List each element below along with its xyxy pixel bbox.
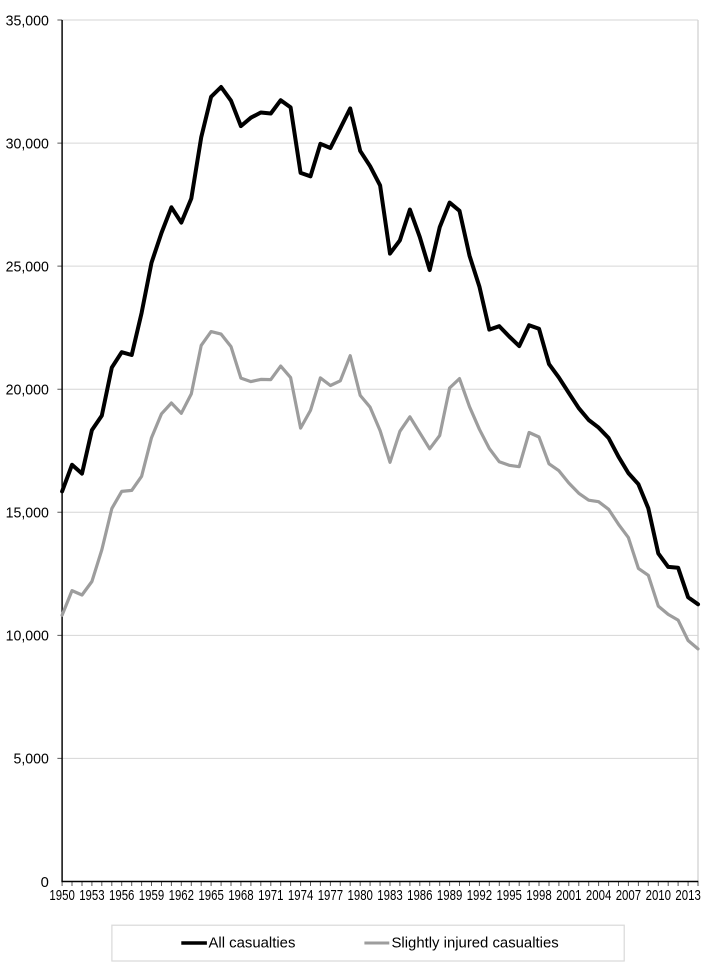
svg-text:Slightly injured casualties: Slightly injured casualties <box>392 935 559 951</box>
svg-text:1986: 1986 <box>407 888 432 904</box>
svg-text:1971: 1971 <box>258 888 283 904</box>
svg-text:5,000: 5,000 <box>14 752 49 768</box>
svg-text:35,000: 35,000 <box>6 13 49 29</box>
svg-text:1953: 1953 <box>79 888 104 904</box>
svg-text:20,000: 20,000 <box>6 383 49 399</box>
svg-text:1989: 1989 <box>437 888 462 904</box>
svg-text:15,000: 15,000 <box>6 506 49 522</box>
svg-text:2007: 2007 <box>616 888 641 904</box>
svg-text:2001: 2001 <box>556 888 581 904</box>
svg-text:2013: 2013 <box>675 888 700 904</box>
svg-text:1995: 1995 <box>497 888 522 904</box>
svg-text:1965: 1965 <box>198 888 223 904</box>
svg-text:30,000: 30,000 <box>6 136 49 152</box>
svg-text:1956: 1956 <box>109 888 134 904</box>
svg-text:0: 0 <box>41 875 49 891</box>
svg-text:2004: 2004 <box>586 888 611 904</box>
svg-text:1959: 1959 <box>139 888 164 904</box>
svg-text:10,000: 10,000 <box>6 629 49 645</box>
svg-text:1992: 1992 <box>467 888 492 904</box>
svg-text:1998: 1998 <box>526 888 551 904</box>
svg-text:1968: 1968 <box>228 888 253 904</box>
svg-text:1974: 1974 <box>288 888 313 904</box>
svg-text:2010: 2010 <box>646 888 671 904</box>
svg-text:All casualties: All casualties <box>209 935 296 951</box>
svg-text:1977: 1977 <box>318 888 343 904</box>
svg-text:1962: 1962 <box>169 888 194 904</box>
svg-text:1983: 1983 <box>377 888 402 904</box>
svg-text:1950: 1950 <box>49 888 74 904</box>
svg-text:25,000: 25,000 <box>6 259 49 275</box>
svg-text:1980: 1980 <box>348 888 373 904</box>
